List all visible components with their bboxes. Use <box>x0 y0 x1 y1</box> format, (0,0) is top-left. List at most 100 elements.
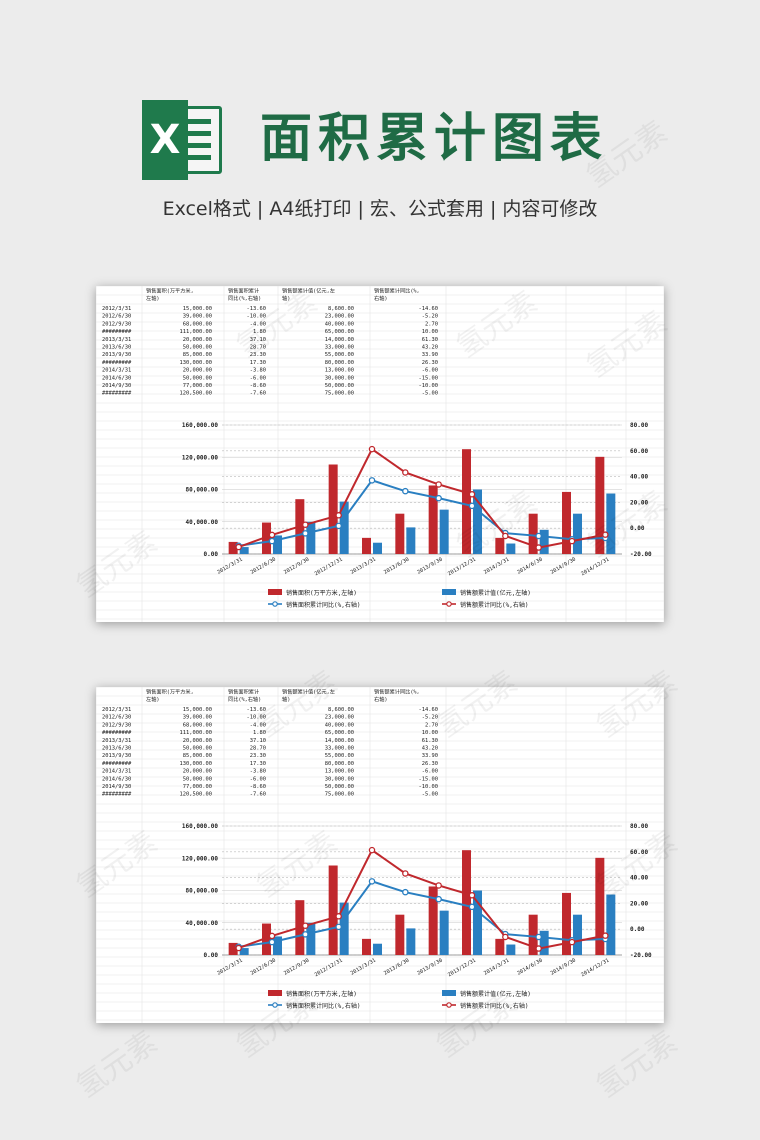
table-cell: -5.20 <box>422 314 438 320</box>
table-cell: 80,000.00 <box>325 761 354 767</box>
header: X 面积累计图表 Excel格式 | A4纸打印 | 宏、公式套用 | 内容可修… <box>0 0 760 240</box>
table-cell: 65,000.00 <box>325 730 354 736</box>
bar <box>439 509 449 554</box>
series-line <box>238 479 606 547</box>
table-cell: 55,000.00 <box>325 753 354 759</box>
table-header-cell: 销售额累计值(亿元,左 <box>282 688 335 696</box>
bar <box>328 865 338 955</box>
y-right-tick-label: 80.00 <box>630 823 648 830</box>
legend: 销售面积(万平方米,左轴) 销售额累计值(亿元,左轴) 销售面积累计同比(%,右轴)… <box>268 589 531 609</box>
table-header-cell: 右轴) <box>374 294 388 302</box>
bar <box>528 513 538 554</box>
table-cell: 39,000.00 <box>183 314 212 320</box>
table-cell: 77,000.00 <box>183 383 212 389</box>
y-right-tick-label: 0.00 <box>630 926 645 933</box>
table-header-cell: 销售面积(万平方米, <box>146 287 194 295</box>
table-cell: 37.10 <box>250 738 266 744</box>
series-point <box>502 532 509 540</box>
table-cell: ######### <box>102 391 132 397</box>
x-tick-label: 2013/9/30 <box>416 958 443 977</box>
table-cell: 130,000.00 <box>180 761 212 767</box>
table-cell: 23.30 <box>250 352 266 358</box>
legend-label: 销售额累计同比(%,右轴) <box>460 1002 528 1010</box>
watermark-text: 氢元素 <box>70 1024 164 1106</box>
bar <box>528 914 538 955</box>
table-cell: -10.00 <box>419 784 438 790</box>
table-cell: -14.60 <box>419 707 438 713</box>
table-cell: 2013/3/31 <box>102 738 131 744</box>
table-cell: 30,000.00 <box>325 776 354 782</box>
data-table: 销售面积(万平方米, 销售面积累计 销售额累计值(亿元,左 销售额累计同比(%, 左轴)… <box>102 688 438 798</box>
table-cell: 2012/6/30 <box>102 314 131 320</box>
table-cell: 20,000.00 <box>183 769 212 775</box>
bar <box>606 493 616 554</box>
x-tick-label: 2012/9/30 <box>283 557 310 576</box>
series-point <box>302 922 309 929</box>
bar <box>462 850 471 955</box>
x-tick-label: 2014/3/31 <box>483 557 510 576</box>
table-cell: 50,000.00 <box>325 784 354 790</box>
table-cell: 20,000.00 <box>183 368 212 374</box>
excel-logo-icon: X <box>138 100 224 180</box>
table-cell: 130,000.00 <box>180 360 212 366</box>
series-point <box>368 445 376 453</box>
table-header-cell: 同比(%,右轴) <box>228 695 261 703</box>
table-cell: -8.60 <box>250 383 266 389</box>
table-cell: 20,000.00 <box>183 738 212 744</box>
table-cell: 85,000.00 <box>183 753 212 759</box>
series-point <box>435 494 442 502</box>
y-left-tick-label: 0.00 <box>204 952 219 959</box>
table-header-cell: 销售额累计同比(%, <box>374 688 420 696</box>
y-right-tick-label: 20.00 <box>630 900 648 907</box>
legend-marker <box>272 601 278 607</box>
bar <box>428 886 438 955</box>
series-point <box>468 491 476 498</box>
table-cell: 40,000.00 <box>325 321 354 327</box>
table-cell: 17.30 <box>250 761 266 767</box>
x-tick-label: 2014/9/30 <box>550 557 577 576</box>
table-cell: 17.30 <box>250 360 266 366</box>
series-point <box>535 945 542 952</box>
table-cell: 2014/3/31 <box>102 368 131 374</box>
spreadsheet-preview-2: 销售面积(万平方米, 销售面积累计 销售额累计值(亿元,左 销售额累计同比(%, 左轴)… <box>96 687 664 1023</box>
table-cell: 111,000.00 <box>180 329 212 335</box>
y-left-tick-label: 40,000.00 <box>185 519 218 526</box>
data-table: 销售面积(万平方米, 销售面积累计 销售额累计值(亿元,左 销售额累计同比(%, 左轴)… <box>102 287 438 397</box>
series-point <box>468 903 476 911</box>
series-point <box>535 532 542 540</box>
table-header-cell: 同比(%,右轴) <box>228 294 261 302</box>
y-left-tick-label: 160,000.00 <box>182 422 219 429</box>
table-cell: 2014/9/30 <box>102 383 131 389</box>
table-cell: -5.00 <box>422 792 438 798</box>
bar <box>539 529 549 554</box>
legend-label: 销售额累计同比(%,右轴) <box>460 601 528 609</box>
series-point <box>235 543 242 551</box>
table-cell: 23,000.00 <box>325 715 354 721</box>
table-cell: 28.70 <box>250 746 266 752</box>
x-tick-label: 2012/3/31 <box>216 958 243 977</box>
table-cell: 15,000.00 <box>183 707 212 713</box>
table-cell: ######### <box>102 329 132 335</box>
bar <box>362 938 371 955</box>
table-cell: 2013/6/30 <box>102 345 131 351</box>
y-right-tick-label: 60.00 <box>630 448 648 455</box>
y-right-tick-label: -20.00 <box>630 952 652 959</box>
table-cell: 2013/9/30 <box>102 352 131 358</box>
table-cell: 68,000.00 <box>183 321 212 327</box>
bar <box>273 936 282 955</box>
y-left-tick-label: 120,000.00 <box>182 454 219 461</box>
x-tick-label: 2012/6/30 <box>250 958 277 977</box>
table-cell: ######### <box>102 360 132 366</box>
series-point <box>435 481 442 488</box>
table-cell: -10.00 <box>419 383 438 389</box>
table-cell: 33,000.00 <box>325 345 354 351</box>
table-cell: 43.20 <box>422 746 438 752</box>
table-header-cell: 销售额累计值(亿元,左 <box>282 287 335 295</box>
table-header-cell: 销售面积累计 <box>228 287 259 295</box>
table-cell: 77,000.00 <box>183 784 212 790</box>
bar <box>473 890 482 955</box>
table-cell: 2014/6/30 <box>102 776 131 782</box>
legend-swatch <box>442 589 456 595</box>
legend-swatch <box>268 990 282 996</box>
x-tick-label: 2014/9/30 <box>550 958 577 977</box>
